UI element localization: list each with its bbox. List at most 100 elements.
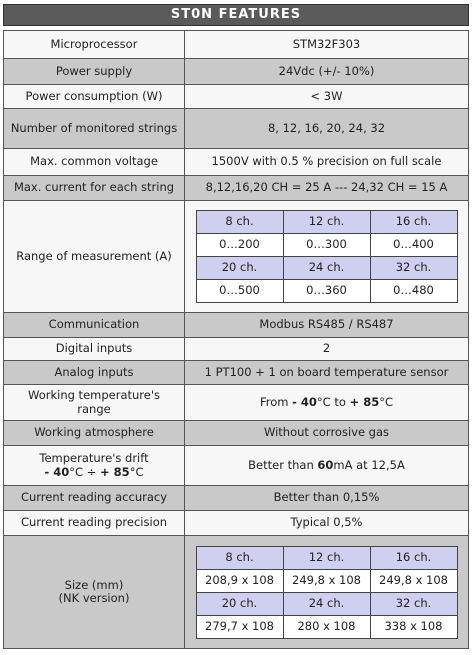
inner-cell: 12 ch.: [282, 210, 371, 234]
feature-value: 24Vdc (+/- 10%): [184, 58, 469, 85]
inner-cell: 16 ch.: [369, 210, 458, 234]
inner-cell: 0…200: [195, 233, 284, 257]
inner-table: 8 ch. 12 ch. 16 ch. 0…200 0…300 0…400 20 ch. 24…: [195, 210, 458, 303]
label-text: Current reading precision: [20, 515, 168, 530]
feature-value: Typical 0,5%: [184, 510, 469, 536]
value-text-part: Better than: [248, 457, 318, 472]
value-text-part: 60: [317, 457, 334, 472]
inner-cell: 249,8 x 108: [282, 568, 371, 593]
note-text: (NK version): [58, 591, 130, 605]
feature-value: STM32F303: [184, 30, 469, 59]
label-text: Working temperature's range: [28, 388, 160, 416]
inner-cell: 12 ch.: [282, 545, 371, 570]
feature-row: Communication Modbus RS485 / RS487: [3, 312, 469, 338]
inner-cell: 8 ch.: [195, 210, 284, 234]
label-text: Temperature's drift: [39, 451, 149, 466]
feature-value: Better than 0,15%: [184, 485, 469, 511]
features-sheet: ST0N FEATURES Microprocessor STM32F303 Pow…: [3, 4, 469, 649]
value-text: 2: [322, 341, 331, 356]
feature-label: Size (mm) (NK version): [3, 535, 185, 649]
label-text: Analog inputs: [54, 364, 134, 379]
feature-value: 8,12,16,20 CH = 25 A --- 24,32 CH = 15 A: [184, 175, 469, 201]
feature-label: Working atmosphere: [3, 420, 185, 446]
inner-row: 0…200 0…300 0…400: [195, 233, 458, 257]
feature-value: Without corrosive gas: [184, 420, 469, 446]
feature-label: Communication: [3, 312, 185, 338]
feature-value: 8, 12, 16, 20, 24, 32: [184, 108, 469, 149]
feature-row: Power supply 24Vdc (+/- 10%): [3, 58, 469, 85]
label-text: Communication: [48, 317, 140, 332]
inner-cell: 24 ch.: [282, 591, 371, 616]
note-text-part: °C: [129, 464, 144, 479]
feature-row: Max. current for each string 8,12,16,20 C…: [3, 175, 469, 201]
label-text: Max. common voltage: [30, 154, 158, 169]
inner-row: 8 ch. 12 ch. 16 ch.: [195, 545, 458, 570]
inner-row: 279,7 x 108 280 x 108 338 x 108: [195, 614, 458, 639]
value-text: Modbus RS485 / RS487: [259, 317, 394, 332]
label-text: Max. current for each string: [13, 180, 175, 195]
feature-label: Temperature's drift - 40°C ÷ + 85°C: [3, 445, 185, 486]
value-text: Better than 60mA at 12,5A: [248, 458, 405, 472]
inner-cell: 20 ch.: [195, 256, 284, 280]
feature-row: Power consumption (W) < 3W: [3, 84, 469, 109]
feature-label: Power supply: [3, 58, 185, 85]
value-text: STM32F303: [292, 36, 361, 51]
label-text: Working atmosphere: [34, 425, 154, 440]
inner-cell: 0…480: [369, 279, 458, 303]
label-text: Power consumption (W): [25, 88, 163, 103]
note-text-part: °C ÷: [69, 464, 101, 479]
inner-cell: 24 ch.: [282, 256, 371, 280]
value-text: 1500V with 0.5 % precision on full scale: [211, 154, 442, 169]
inner-cell: 0…400: [369, 233, 458, 257]
feature-row: Working atmosphere Without corrosive gas: [3, 420, 469, 446]
feature-row: Analog inputs 1 PT100 + 1 on board temper…: [3, 360, 469, 385]
inner-cell: 249,8 x 108: [369, 568, 458, 593]
value-text: 24Vdc (+/- 10%): [278, 63, 375, 78]
inner-cell: 0…360: [282, 279, 371, 303]
inner-row: 208,9 x 108 249,8 x 108 249,8 x 108: [195, 568, 458, 593]
feature-label: Max. current for each string: [3, 175, 185, 201]
inner-cell: 0…500: [195, 279, 284, 303]
label-text: Microprocessor: [50, 36, 138, 51]
label-text: Size (mm): [64, 577, 124, 592]
value-text: 8, 12, 16, 20, 24, 32: [267, 120, 386, 135]
feature-label: Analog inputs: [3, 360, 185, 385]
feature-row: Number of monitored strings 8, 12, 16, 20…: [3, 108, 469, 149]
inner-cell: 208,9 x 108: [195, 568, 284, 593]
sheet-title: ST0N FEATURES: [3, 4, 469, 26]
label-text: Power supply: [55, 63, 133, 78]
feature-value: 1500V with 0.5 % precision on full scale: [184, 148, 469, 176]
inner-cell: 32 ch.: [369, 591, 458, 616]
inner-row: 20 ch. 24 ch. 32 ch.: [195, 591, 458, 616]
inner-table: 8 ch. 12 ch. 16 ch. 208,9 x 108 249,8 x 108 2…: [195, 545, 458, 639]
inner-row: 8 ch. 12 ch. 16 ch.: [195, 210, 458, 234]
features-table: Microprocessor STM32F303 Power supply 24Vdc…: [3, 30, 469, 649]
feature-value: 8 ch. 12 ch. 16 ch. 0…200 0…300 0…400 20 ch. 24…: [184, 200, 469, 313]
feature-label: Microprocessor: [3, 30, 185, 59]
feature-row: Size (mm) (NK version) 8 ch. 12 ch. 16 ch. 20…: [3, 535, 469, 649]
value-text-part: From: [259, 394, 293, 409]
value-text-part: - 40: [292, 394, 317, 409]
value-text: Better than 0,15%: [273, 490, 380, 505]
label-text: Range of measurement (A): [16, 248, 172, 263]
label-text: Digital inputs: [55, 341, 133, 356]
inner-cell: 16 ch.: [369, 545, 458, 570]
inner-cell: 32 ch.: [369, 256, 458, 280]
feature-label: Working temperature's range: [3, 384, 185, 421]
feature-row: Current reading accuracy Better than 0,15…: [3, 485, 469, 511]
feature-label: Digital inputs: [3, 337, 185, 361]
feature-row: Microprocessor STM32F303: [3, 30, 469, 59]
feature-row: Digital inputs 2: [3, 337, 469, 361]
feature-value: 2: [184, 337, 469, 361]
label-text: Number of monitored strings: [10, 120, 178, 135]
feature-label: Power consumption (W): [3, 84, 185, 109]
inner-row: 0…500 0…360 0…480: [195, 279, 458, 303]
note-text-part: + 85: [100, 464, 130, 479]
value-text: From - 40°C to + 85°C: [260, 395, 393, 409]
feature-value: From - 40°C to + 85°C: [184, 384, 469, 421]
value-text: < 3W: [310, 88, 343, 103]
feature-label: Current reading precision: [3, 510, 185, 536]
feature-row: Current reading precision Typical 0,5%: [3, 510, 469, 536]
label-note: (NK version): [10, 591, 178, 605]
